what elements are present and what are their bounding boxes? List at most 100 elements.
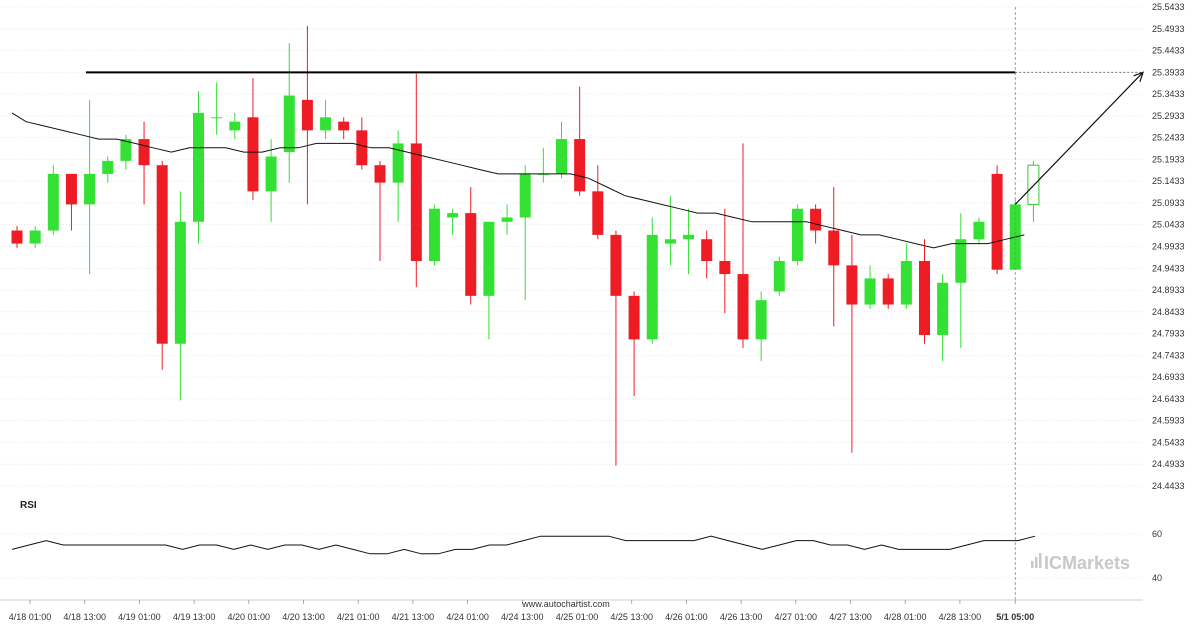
candle-body	[828, 230, 840, 266]
y-tick-label: 24.6433	[1152, 394, 1185, 404]
brand-icon-bar	[1039, 553, 1042, 568]
x-tick-label: 4/21 01:00	[337, 612, 380, 622]
y-tick-label: 24.8933	[1152, 285, 1185, 295]
x-tick-label: 4/26 01:00	[665, 612, 708, 622]
candle-body	[991, 173, 1003, 270]
candle-body	[156, 165, 168, 344]
candle-body	[773, 261, 785, 292]
candle-body	[247, 117, 259, 192]
x-tick-label: 4/18 13:00	[63, 612, 106, 622]
x-tick-label: 4/25 01:00	[556, 612, 599, 622]
candle-body	[11, 230, 23, 244]
rsi-title: RSI	[20, 500, 37, 511]
x-tick-label: 4/19 13:00	[173, 612, 216, 622]
candle-body	[574, 139, 586, 192]
y-tick-label: 24.6933	[1152, 372, 1185, 382]
x-tick-label: 5/1 05:00	[996, 612, 1034, 622]
brand-logo: ICMarkets	[1031, 553, 1130, 573]
candle-body	[719, 261, 731, 275]
candle-body	[683, 234, 695, 240]
rsi-tick-label: 60	[1152, 529, 1162, 539]
moving-average	[11, 112, 1025, 249]
candle-body	[283, 95, 295, 153]
candle-body	[102, 160, 114, 174]
candle-body	[919, 261, 930, 336]
candle-body	[174, 221, 186, 344]
candle-body	[265, 156, 277, 192]
candle-body	[501, 217, 513, 222]
candle-body	[211, 117, 223, 119]
source-watermark: www.autochartist.com	[521, 599, 610, 609]
y-tick-label: 25.0933	[1152, 198, 1185, 208]
candle-body	[483, 221, 495, 296]
candle-body	[356, 130, 368, 166]
y-tick-label: 25.1433	[1152, 176, 1185, 186]
candle-body	[791, 208, 803, 262]
brand-icon-bar	[1035, 557, 1038, 568]
candle-body	[646, 234, 658, 340]
candle-body	[84, 173, 96, 205]
candle-body	[428, 208, 440, 262]
candle-body	[882, 278, 894, 305]
candle-body	[47, 173, 59, 231]
y-tick-label: 24.7433	[1152, 350, 1185, 360]
overlays	[86, 7, 1144, 600]
x-tick-label: 4/24 13:00	[501, 612, 544, 622]
candle-body	[864, 278, 876, 305]
candle-body	[937, 282, 949, 336]
x-tick-label: 4/28 13:00	[939, 612, 982, 622]
brand-icon-bar	[1031, 561, 1034, 568]
candle-body	[846, 265, 858, 305]
candle-body	[610, 234, 622, 296]
rsi-panel: RSI 60 40	[0, 500, 1162, 583]
y-tick-label: 25.1933	[1152, 154, 1185, 164]
candles	[11, 25, 1040, 466]
candle-body	[465, 213, 477, 296]
y-tick-label: 25.3933	[1152, 67, 1185, 77]
x-tick-label: 4/21 13:00	[392, 612, 435, 622]
candle-body	[701, 239, 713, 262]
candle-body	[973, 221, 985, 240]
candle-body	[410, 143, 422, 262]
y-tick-label: 24.8433	[1152, 307, 1185, 317]
x-tick-label: 4/24 01:00	[446, 612, 489, 622]
y-tick-label: 25.5433	[1152, 2, 1185, 12]
y-tick-label: 25.4433	[1152, 46, 1185, 56]
x-tick-label: 4/25 13:00	[610, 612, 653, 622]
candle-body	[120, 139, 132, 161]
candle-body	[900, 261, 912, 305]
y-tick-label: 24.7933	[1152, 329, 1185, 339]
candle-body	[664, 239, 676, 244]
x-tick-label: 4/20 13:00	[282, 612, 325, 622]
rsi-line	[11, 535, 1036, 555]
x-tick-label: 4/18 01:00	[9, 612, 52, 622]
candle-body	[392, 143, 404, 183]
candle-body	[374, 165, 386, 183]
y-tick-label: 25.2433	[1152, 133, 1185, 143]
candle-body	[138, 139, 150, 166]
x-tick-label: 4/19 01:00	[118, 612, 161, 622]
candle-body	[810, 208, 822, 231]
y-tick-label: 24.4433	[1152, 481, 1185, 491]
grid	[0, 6, 1143, 487]
candle-body	[447, 213, 459, 218]
forecast-arrow-head	[1133, 71, 1144, 83]
candle-body	[338, 121, 350, 131]
x-tick-label: 4/27 01:00	[775, 612, 818, 622]
x-tick-label: 4/20 01:00	[228, 612, 271, 622]
y-tick-label: 25.4933	[1152, 24, 1185, 34]
candle-body	[592, 191, 604, 235]
y-tick-label: 24.5433	[1152, 437, 1185, 447]
forecast-arrow-line	[1014, 71, 1144, 205]
y-tick-label: 24.9433	[1152, 263, 1185, 273]
candle-body	[65, 173, 77, 205]
candle-body	[193, 112, 204, 222]
y-tick-label: 24.4933	[1152, 459, 1185, 469]
y-tick-label: 24.9933	[1152, 242, 1185, 252]
candle-body	[955, 239, 967, 283]
candle-body	[320, 117, 332, 131]
candle-body	[519, 173, 531, 218]
x-tick-label: 4/27 13:00	[829, 612, 872, 622]
candle-body	[29, 230, 41, 244]
